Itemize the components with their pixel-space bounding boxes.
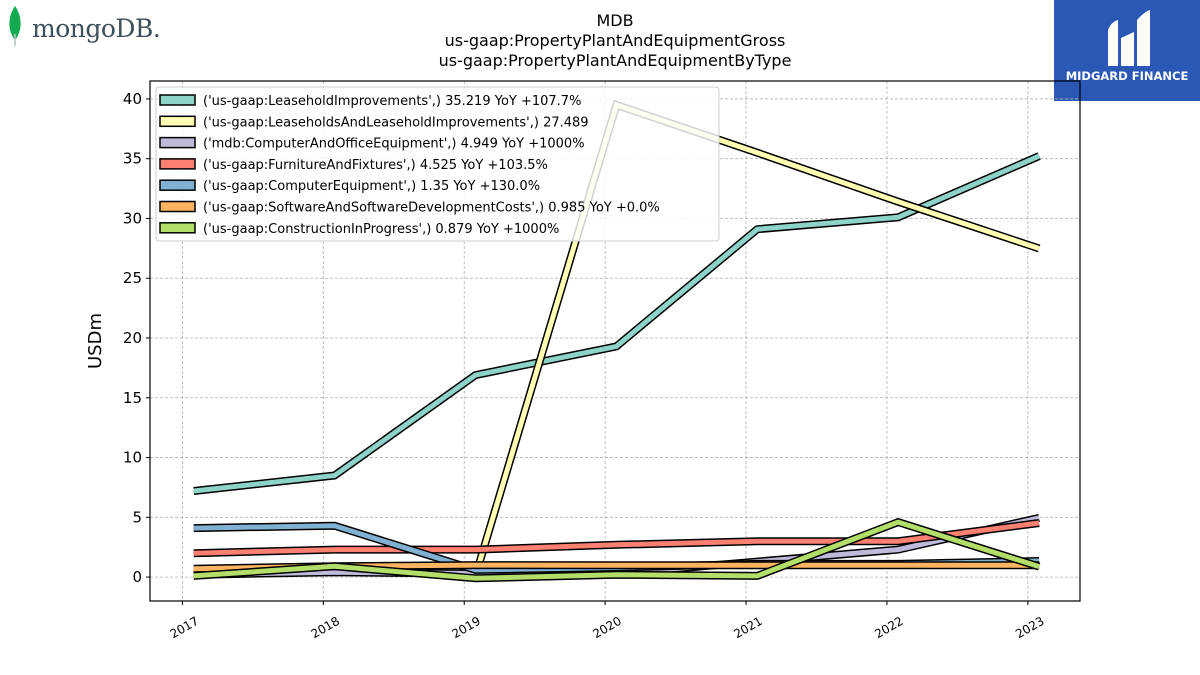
legend-swatch-5 — [159, 179, 196, 191]
mongodb-logo-text: mongoDB. — [32, 14, 161, 43]
series-lines — [193, 99, 1041, 583]
mongodb-logo: mongoDB. — [4, 4, 174, 48]
legend-label-5: ('us-gaap:ComputerEquipment',) 1.35 YoY … — [203, 179, 540, 194]
legend-label-6: ('us-gaap:SoftwareAndSoftwareDevelopment… — [203, 201, 660, 216]
series-line-7 — [193, 519, 1040, 581]
plot-frame — [149, 80, 1081, 602]
x-tick-label: 2019 — [450, 614, 483, 641]
y-tick-label: 40 — [123, 90, 142, 108]
x-tick-label: 2023 — [1013, 614, 1046, 641]
chart-title: MDB us-gaap:PropertyPlantAndEquipmentGro… — [315, 11, 915, 71]
x-tick-label: 2020 — [590, 614, 623, 641]
legend-swatch-2 — [159, 115, 196, 128]
chart-title-line-1: MDB — [596, 11, 634, 30]
y-tick-label: 15 — [123, 389, 142, 407]
leaf-icon — [9, 6, 21, 46]
legend-label-2: ('us-gaap:LeaseholdsAndLeaseholdImprovem… — [203, 115, 589, 130]
series-line-4 — [193, 520, 1040, 556]
y-tick-label: 10 — [123, 449, 142, 467]
legend-swatch-6 — [159, 200, 196, 213]
chart-title-line-3: us-gaap:PropertyPlantAndEquipmentByType — [438, 51, 792, 70]
x-tick-label: 2022 — [872, 614, 905, 641]
series-line-1 — [193, 153, 1041, 494]
legend-label-7: ('us-gaap:ConstructionInProgress',) 0.87… — [203, 222, 559, 237]
x-tick-label: 2017 — [168, 614, 201, 641]
legend-label-1: ('us-gaap:LeaseholdImprovements',) 35.21… — [203, 94, 581, 109]
legend-swatch-3 — [159, 136, 196, 149]
legend-label-4: ('us-gaap:FurnitureAndFixtures',) 4.525 … — [203, 158, 548, 173]
legend-swatch-4 — [159, 158, 196, 170]
legend-box — [155, 86, 720, 242]
y-axis-label: USDm — [85, 313, 106, 369]
y-tick-label: 20 — [123, 329, 142, 347]
x-tick-label: 2021 — [731, 614, 764, 641]
y-tick-label: 0 — [132, 568, 142, 586]
legend-swatch-7 — [159, 222, 196, 234]
series-line-2 — [473, 101, 1040, 577]
x-tick-label: 2018 — [309, 614, 342, 641]
y-tick-label: 30 — [123, 209, 142, 227]
midgard-finance-logo-text: MIDGARD FINANCE — [1065, 69, 1189, 83]
y-tick-label: 35 — [123, 150, 142, 168]
midgard-finance-logo: MIDGARD FINANCE — [1054, 0, 1200, 101]
y-tick-label: 25 — [123, 269, 142, 287]
y-tick-label: 5 — [132, 508, 142, 526]
midgard-mark-icon — [1108, 10, 1150, 66]
chart-title-line-2: us-gaap:PropertyPlantAndEquipmentGross — [444, 31, 786, 50]
legend-swatch-1 — [159, 94, 196, 106]
legend: ('us-gaap:LeaseholdImprovements',) 35.21… — [155, 86, 720, 242]
legend-label-3: ('mdb:ComputerAndOfficeEquipment',) 4.94… — [203, 137, 585, 152]
